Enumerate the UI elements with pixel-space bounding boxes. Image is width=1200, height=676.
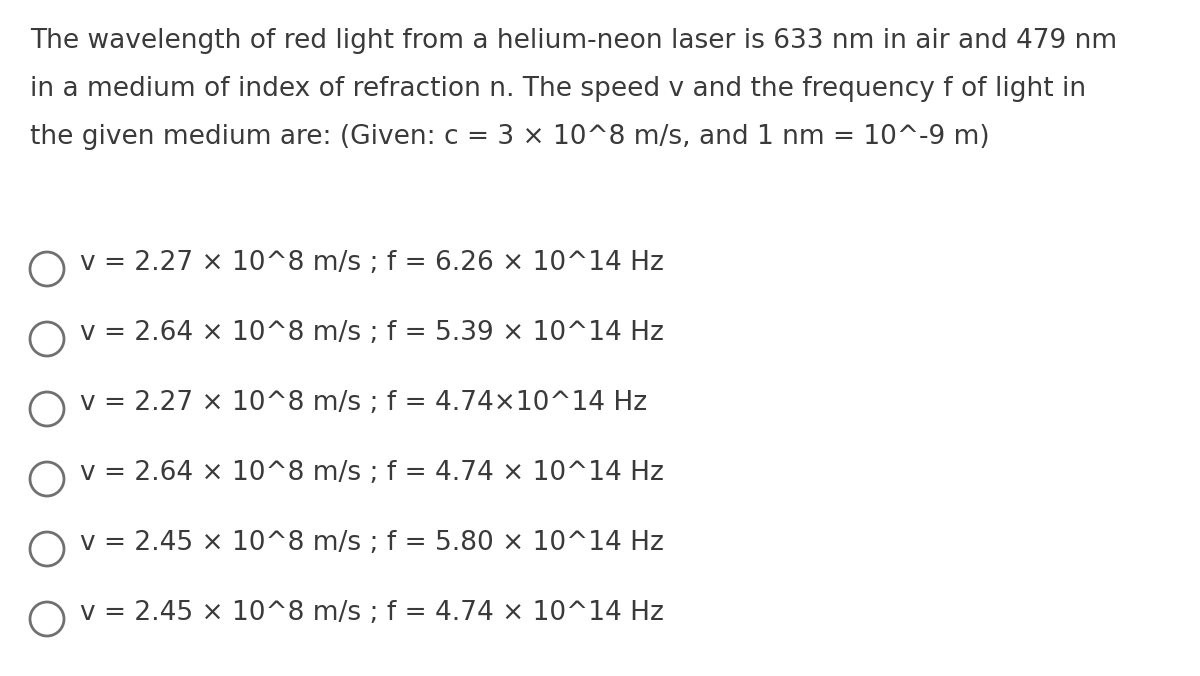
Text: v = 2.27 × 10^8 m/s ; f = 6.26 × 10^14 Hz: v = 2.27 × 10^8 m/s ; f = 6.26 × 10^14 H… <box>80 250 664 276</box>
Text: v = 2.64 × 10^8 m/s ; f = 5.39 × 10^14 Hz: v = 2.64 × 10^8 m/s ; f = 5.39 × 10^14 H… <box>80 320 664 346</box>
Text: v = 2.45 × 10^8 m/s ; f = 5.80 × 10^14 Hz: v = 2.45 × 10^8 m/s ; f = 5.80 × 10^14 H… <box>80 530 664 556</box>
Text: the given medium are: (Given: c = 3 × 10^8 m/s, and 1 nm = 10^-9 m): the given medium are: (Given: c = 3 × 10… <box>30 124 990 150</box>
Text: The wavelength of red light from a helium-neon laser is 633 nm in air and 479 nm: The wavelength of red light from a heliu… <box>30 28 1117 54</box>
Text: v = 2.64 × 10^8 m/s ; f = 4.74 × 10^14 Hz: v = 2.64 × 10^8 m/s ; f = 4.74 × 10^14 H… <box>80 460 664 486</box>
Text: v = 2.45 × 10^8 m/s ; f = 4.74 × 10^14 Hz: v = 2.45 × 10^8 m/s ; f = 4.74 × 10^14 H… <box>80 600 664 626</box>
Text: in a medium of index of refraction n. The speed v and the frequency f of light i: in a medium of index of refraction n. Th… <box>30 76 1086 102</box>
Text: v = 2.27 × 10^8 m/s ; f = 4.74×10^14 Hz: v = 2.27 × 10^8 m/s ; f = 4.74×10^14 Hz <box>80 390 647 416</box>
